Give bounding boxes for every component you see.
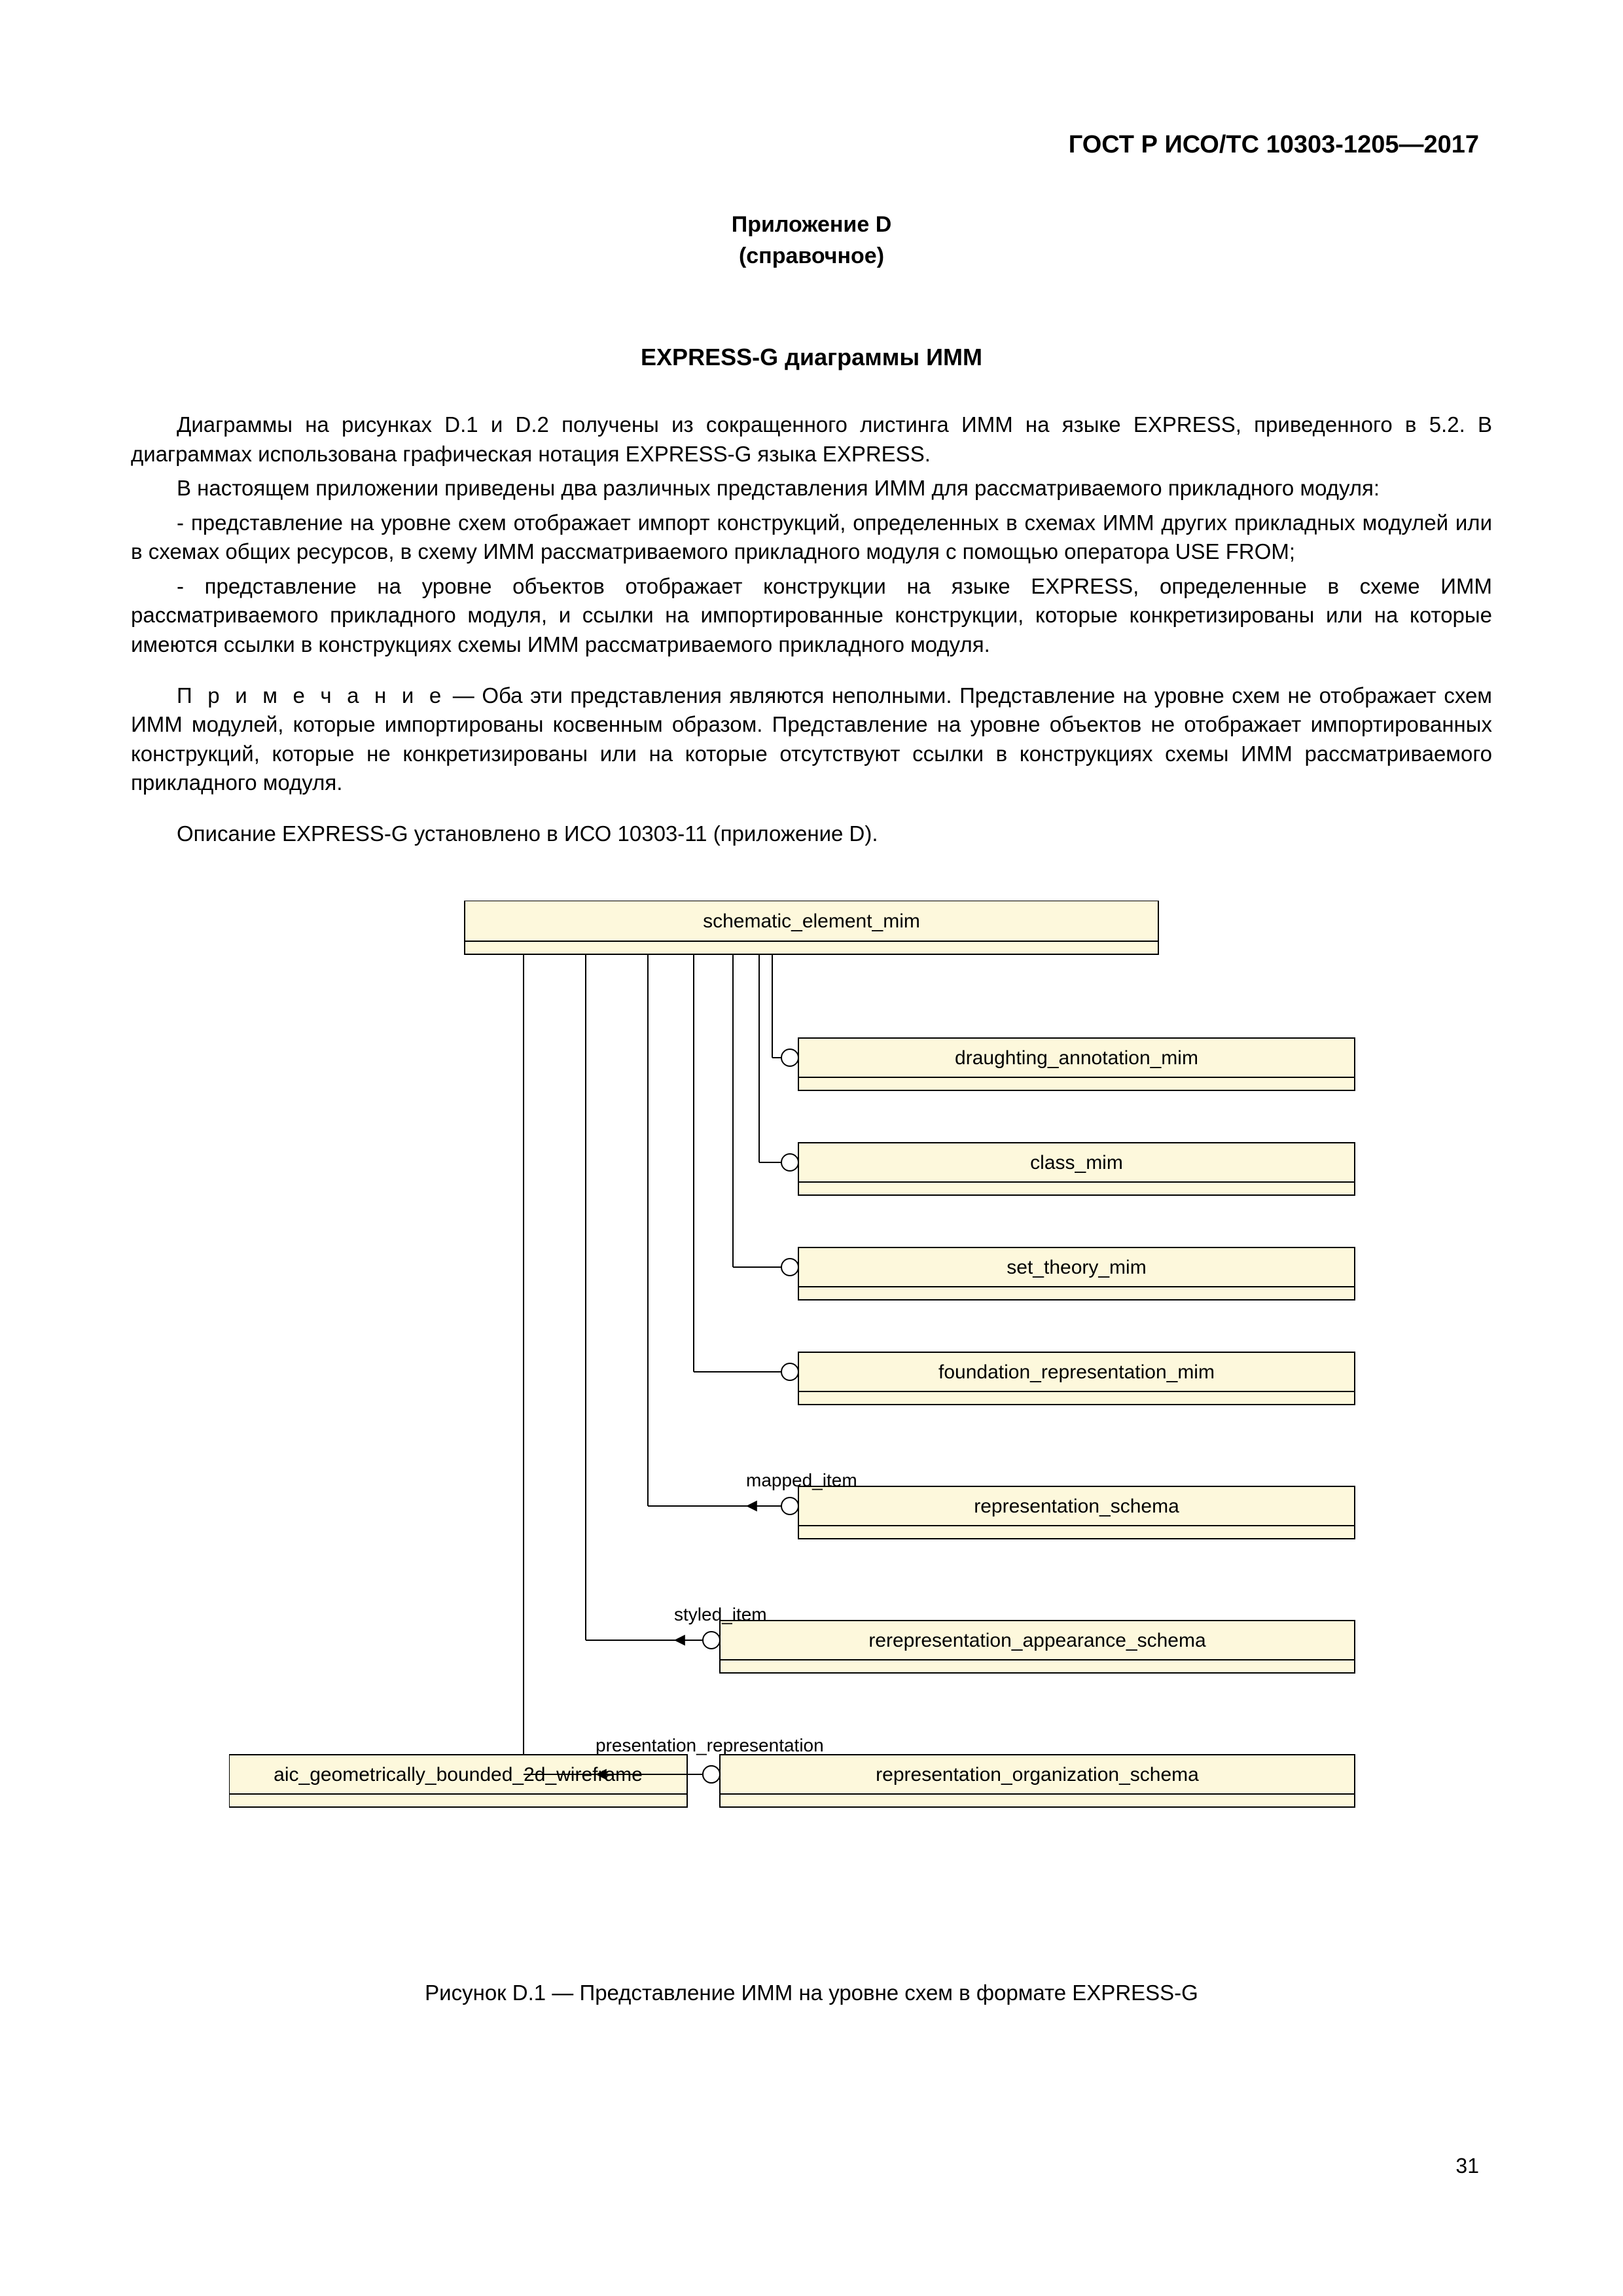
page: ГОСТ Р ИСО/ТС 10303-1205—2017 Приложение… [0, 0, 1623, 2296]
page-number: 31 [1455, 2154, 1479, 2178]
svg-text:class_mim: class_mim [1030, 1152, 1123, 1174]
diagram-express-g: schematic_element_mim draughting_annotati… [229, 901, 1394, 1922]
svg-text:schematic_element_mim: schematic_element_mim [703, 910, 920, 932]
para-2: В настоящем приложении приведены два раз… [131, 474, 1492, 503]
desc-line: Описание EXPRESS-G установлено в ИСО 103… [131, 819, 1492, 849]
svg-text:presentation_representation: presentation_representation [596, 1735, 824, 1755]
note-lead: П р и м е ч а н и е [177, 683, 445, 708]
svg-text:representation_schema: representation_schema [974, 1496, 1179, 1517]
bullet-1: - представление на уровне схем отображае… [131, 509, 1492, 567]
svg-text:set_theory_mim: set_theory_mim [1007, 1257, 1146, 1278]
svg-text:foundation_representation_mim: foundation_representation_mim [938, 1361, 1215, 1383]
appendix-block: Приложение D (справочное) [131, 209, 1492, 272]
bullet-2: - представление на уровне объектов отобр… [131, 572, 1492, 660]
desc-line-block: Описание EXPRESS-G установлено в ИСО 103… [131, 819, 1492, 849]
appendix-label: Приложение D [131, 209, 1492, 241]
diagram-svg: schematic_element_mim draughting_annotati… [229, 901, 1394, 1922]
svg-text:representation_organization_sc: representation_organization_schema [876, 1764, 1199, 1785]
body-text: Диаграммы на рисунках D.1 и D.2 получены… [131, 410, 1492, 659]
section-heading: EXPRESS-G диаграммы ИММ [131, 344, 1492, 371]
svg-text:rerepresentation_appearance_sc: rerepresentation_appearance_schema [868, 1630, 1206, 1651]
svg-text:draughting_annotation_mim: draughting_annotation_mim [955, 1047, 1198, 1069]
figure-caption: Рисунок D.1 — Представление ИММ на уровн… [131, 1981, 1492, 2005]
appendix-type: (справочное) [131, 241, 1492, 272]
svg-text:mapped_item: mapped_item [746, 1470, 857, 1490]
doc-id-header: ГОСТ Р ИСО/ТС 10303-1205—2017 [1069, 131, 1479, 159]
note-block: П р и м е ч а н и е — Оба эти представле… [131, 681, 1492, 798]
para-1: Диаграммы на рисунках D.1 и D.2 получены… [131, 410, 1492, 469]
note-para: П р и м е ч а н и е — Оба эти представле… [131, 681, 1492, 798]
svg-text:styled_item: styled_item [674, 1604, 767, 1624]
